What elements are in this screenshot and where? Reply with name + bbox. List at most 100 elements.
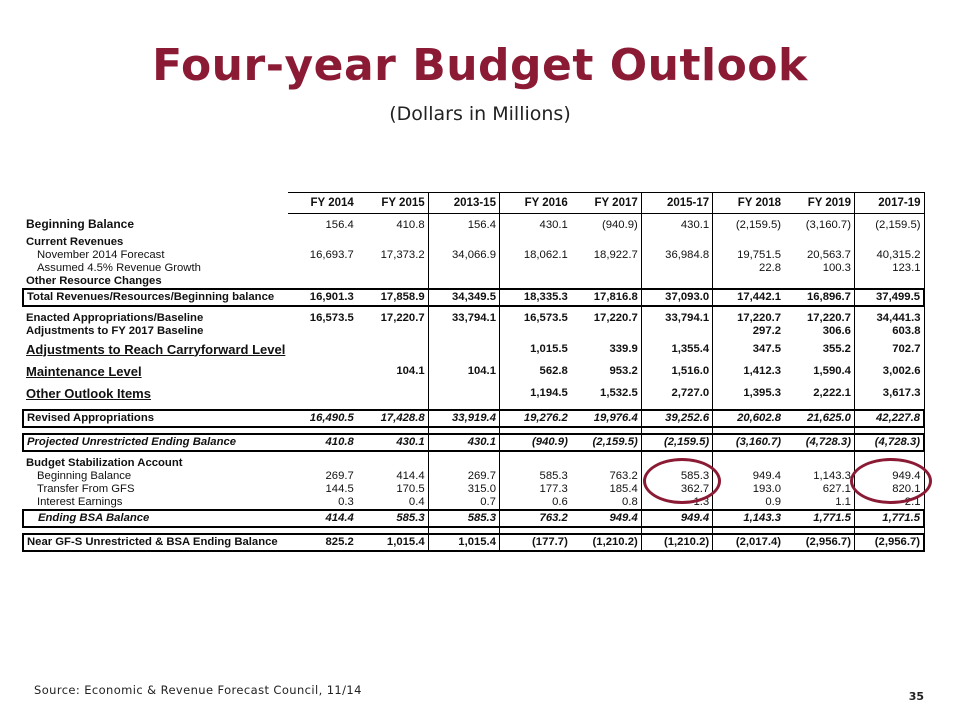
row-label: Projected Unrestricted Ending Balance: [21, 433, 289, 452]
table-cell: 763.2: [609, 470, 638, 482]
col-header: 2015-17: [640, 192, 714, 214]
row-label: Transfer From GFS: [37, 483, 135, 495]
table-cell: 1,015.4: [356, 533, 429, 552]
table-row: Revised Appropriations 16,490.5 17,428.8 33…: [21, 409, 925, 428]
table-row: Total Revenues/Resources/Beginning balan…: [21, 288, 925, 307]
col-header: FY 2014: [288, 192, 357, 214]
row-label: Revised Appropriations: [21, 409, 289, 428]
table-cell: 177.3: [539, 483, 568, 495]
table-cell: 0.7: [427, 496, 500, 510]
table-cell: 410.8: [396, 218, 425, 231]
table-cell: 17,428.8: [356, 409, 429, 428]
page-number: 35: [908, 690, 924, 703]
table-cell: 19,976.4: [570, 409, 642, 428]
table-cell: 825.2: [288, 533, 357, 552]
table-cell: 410.8: [288, 433, 357, 452]
table-cell: 33,794.1: [427, 312, 500, 325]
table-cell: [427, 262, 500, 275]
table-cell: 0.6: [552, 496, 568, 508]
table-cell: 34,066.9: [427, 249, 500, 262]
row-label: Adjustments to FY 2017 Baseline: [26, 325, 204, 337]
source-note: Source: Economic & Revenue Forecast Coun…: [34, 683, 362, 697]
table-row: Beginning Balance 156.4 410.8 156.4 430.1 (94…: [23, 213, 925, 236]
table-cell: (2,159.5): [640, 433, 714, 452]
table-cell: [288, 382, 356, 404]
table-cell: (2,159.5): [735, 218, 782, 231]
table-row: Maintenance Level 104.1 104.1 562.8 953.2 1,5…: [23, 360, 925, 382]
table-cell: 949.4: [640, 509, 714, 528]
table-cell: [357, 325, 428, 338]
table-cell: 3,002.6: [853, 360, 925, 382]
table-row: Enacted Appropriations/Baseline 16,573.5 1…: [23, 312, 925, 325]
table-cell: 702.7: [853, 338, 925, 360]
table-cell: 2,727.0: [640, 382, 714, 404]
table-cell: 1,532.5: [600, 386, 638, 399]
row-label: Beginning Balance: [37, 470, 132, 482]
table-cell: 315.0: [427, 483, 500, 496]
table-cell: 1,355.4: [640, 338, 714, 360]
table-cell: 17,220.7: [806, 312, 851, 324]
table-row: Adjustments to FY 2017 Baseline 297.2 306.…: [23, 325, 925, 338]
table-cell: 17,373.2: [380, 249, 425, 261]
table-row: Near GF-S Unrestricted & BSA Ending Bala…: [21, 533, 925, 552]
table-row: Adjustments to Reach Carryforward Level 1…: [23, 338, 925, 360]
table-cell: 1,194.5: [530, 386, 568, 399]
table-cell: 37,093.0: [640, 288, 714, 307]
table-cell: [499, 325, 570, 338]
table-cell: 562.8: [539, 364, 568, 377]
table-cell: (940.9): [499, 433, 571, 452]
table-cell: (940.9): [601, 218, 638, 231]
table-cell: 585.3: [427, 509, 500, 528]
table-cell: [288, 262, 356, 275]
row-label: Maintenance Level: [26, 363, 142, 379]
row-label: Beginning Balance: [26, 217, 135, 232]
table-cell: 1,771.5: [853, 509, 925, 528]
table-cell: 339.9: [609, 342, 638, 355]
table-cell: 17,220.7: [593, 312, 638, 324]
table-cell: [288, 325, 356, 338]
table-cell: 414.4: [396, 470, 425, 482]
table-cell: (1,210.2): [570, 533, 642, 552]
table-cell: 19,276.2: [499, 409, 571, 428]
table-cell: 1,143.3: [813, 470, 851, 482]
col-header: FY 2019: [784, 192, 855, 214]
table-cell: 430.1: [427, 433, 500, 452]
table-row: Other Resource Changes: [23, 275, 925, 289]
table-cell: 1,395.3: [743, 386, 782, 399]
table-cell: 2,222.1: [813, 386, 851, 399]
table-cell: 1,015.5: [530, 342, 568, 355]
table-cell: (177.7): [499, 533, 571, 552]
table-cell: (3,160.7): [712, 433, 785, 452]
table-cell: 21,625.0: [784, 409, 855, 428]
table-cell: (2,159.5): [853, 213, 925, 236]
table-cell: 16,896.7: [784, 288, 855, 307]
table-cell: 1,516.0: [640, 360, 714, 382]
table-cell: 17,442.1: [712, 288, 785, 307]
col-header: FY 2015: [356, 192, 429, 214]
table-cell: 763.2: [499, 509, 571, 528]
table-cell: (2,017.4): [712, 533, 785, 552]
table-cell: 355.2: [822, 342, 851, 355]
table-cell: 953.2: [609, 364, 638, 377]
table-cell: 0.4: [408, 496, 425, 508]
row-label: Assumed 4.5% Revenue Growth: [37, 262, 201, 274]
table-cell: 0.3: [338, 496, 354, 508]
table-row: Assumed 4.5% Revenue Growth 22.8 100.3 123.…: [23, 262, 925, 275]
table-row: November 2014 Forecast 16,693.7 17,373.2 34…: [23, 249, 925, 262]
table-cell: 19,751.5: [737, 249, 782, 261]
row-label: Near GF-S Unrestricted & BSA Ending Bala…: [21, 533, 289, 552]
table-cell: 0.8: [622, 496, 638, 508]
table-cell: 22.8: [759, 262, 782, 274]
table-cell: 156.4: [325, 218, 354, 231]
table-cell: 17,220.7: [380, 312, 425, 324]
table-cell: [357, 262, 428, 275]
table-cell: 33,794.1: [640, 312, 714, 325]
table-cell: 185.4: [609, 483, 638, 495]
table-cell: 39,252.6: [640, 409, 714, 428]
table-cell: 144.5: [325, 483, 354, 495]
table-cell: [571, 325, 641, 338]
table-cell: [499, 262, 570, 275]
table-cell: (4,728.3): [853, 433, 925, 452]
table-cell: [288, 338, 356, 360]
header-row: FY 2014 FY 2015 2013-15 FY 2016 FY 2017 …: [23, 192, 925, 214]
